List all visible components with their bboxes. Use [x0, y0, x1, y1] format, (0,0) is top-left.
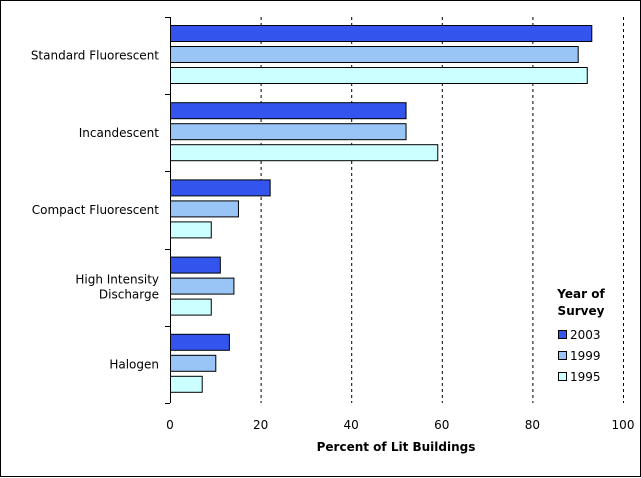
x-tick-label: 40	[344, 418, 359, 432]
category-label: Compact Fluorescent	[32, 203, 160, 217]
legend: Year of Survey 2003 1999 1995	[556, 287, 605, 384]
bar-1995	[170, 67, 588, 84]
bar-1995	[170, 375, 203, 393]
bar-2003	[170, 179, 271, 197]
bar-1999	[170, 46, 579, 63]
bar-1995	[170, 144, 439, 162]
legend-swatch	[558, 330, 567, 339]
legend-title: Survey	[558, 304, 605, 318]
bar-2003	[170, 256, 221, 274]
x-tick-label: 80	[525, 418, 540, 432]
bar-1999	[170, 200, 239, 218]
category-label: Incandescent	[79, 126, 160, 140]
legend-label: 1995	[570, 370, 601, 384]
legend-title: Year of	[556, 287, 605, 301]
x-axis-title: Percent of Lit Buildings	[317, 440, 476, 454]
bar-1995	[170, 221, 212, 239]
category-label: Halogen	[109, 357, 159, 371]
category-label: Standard Fluorescent	[31, 49, 159, 63]
x-tick-label: 0	[166, 418, 174, 432]
legend-label: 2003	[570, 328, 601, 342]
x-tick-label: 60	[434, 418, 449, 432]
x-tick-label: 20	[253, 418, 268, 432]
bar-1995	[170, 298, 212, 316]
category-label: High Intensity Discharge	[75, 273, 159, 302]
bar-2003	[170, 333, 230, 351]
bar-1999	[170, 354, 217, 372]
bar-2003	[170, 25, 593, 42]
tick-labels: 0 20 40 60 80 100	[166, 418, 634, 432]
category-labels: Standard Fluorescent Incandescent Compact …	[31, 49, 159, 372]
x-tick-label: 100	[612, 418, 635, 432]
bar-1999	[170, 123, 407, 141]
grid-lines	[260, 17, 624, 403]
legend-swatch	[558, 351, 567, 360]
bars	[170, 25, 593, 393]
bar-1999	[170, 277, 235, 295]
legend-label: 1999	[570, 349, 601, 363]
legend-swatch	[558, 372, 567, 381]
bar-2003	[170, 102, 407, 120]
axes	[165, 17, 171, 404]
